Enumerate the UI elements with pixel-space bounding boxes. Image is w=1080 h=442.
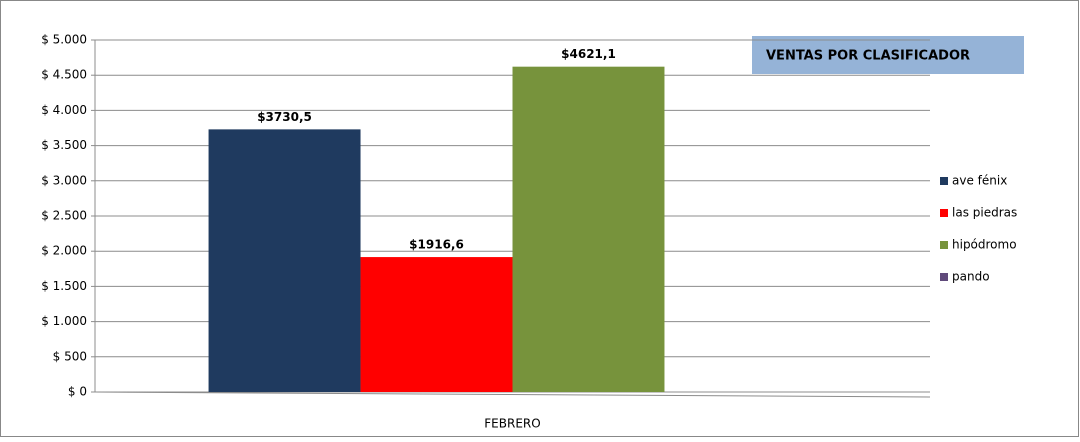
legend-label: pando	[952, 270, 990, 284]
x-tick-label: FEBRERO	[484, 417, 540, 431]
value-label: $4621,1	[561, 47, 616, 61]
value-label: $1916,6	[409, 238, 464, 252]
y-tick-label: $ 2.000	[41, 244, 87, 258]
legend-label: hipódromo	[952, 238, 1017, 252]
y-tick-label: $ 3.500	[41, 138, 87, 152]
legend-swatch	[940, 209, 948, 217]
legend-swatch	[940, 273, 948, 281]
chart-title: VENTAS POR CLASIFICADOR	[766, 49, 970, 64]
y-tick-label: $ 4.500	[41, 68, 87, 82]
legend-swatch	[940, 177, 948, 185]
legend-swatch	[940, 241, 948, 249]
y-tick-label: $ 0	[68, 385, 87, 399]
bar	[208, 129, 361, 392]
x-axis	[94, 391, 931, 398]
y-tick-label: $ 500	[53, 349, 87, 363]
y-tick-label: $ 2.500	[41, 209, 87, 223]
y-tick-label: $ 1.500	[41, 279, 87, 293]
y-tick-label: $ 5.000	[41, 33, 87, 47]
value-label: $3730,5	[257, 110, 312, 124]
y-tick-label: $ 4.000	[41, 103, 87, 117]
bar	[512, 66, 665, 392]
title-box	[752, 36, 1024, 74]
y-tick-label: $ 1.000	[41, 314, 87, 328]
bar	[360, 257, 513, 392]
y-tick-label: $ 3.000	[41, 173, 87, 187]
legend-label: las piedras	[952, 206, 1017, 220]
legend-label: ave fénix	[952, 174, 1007, 188]
